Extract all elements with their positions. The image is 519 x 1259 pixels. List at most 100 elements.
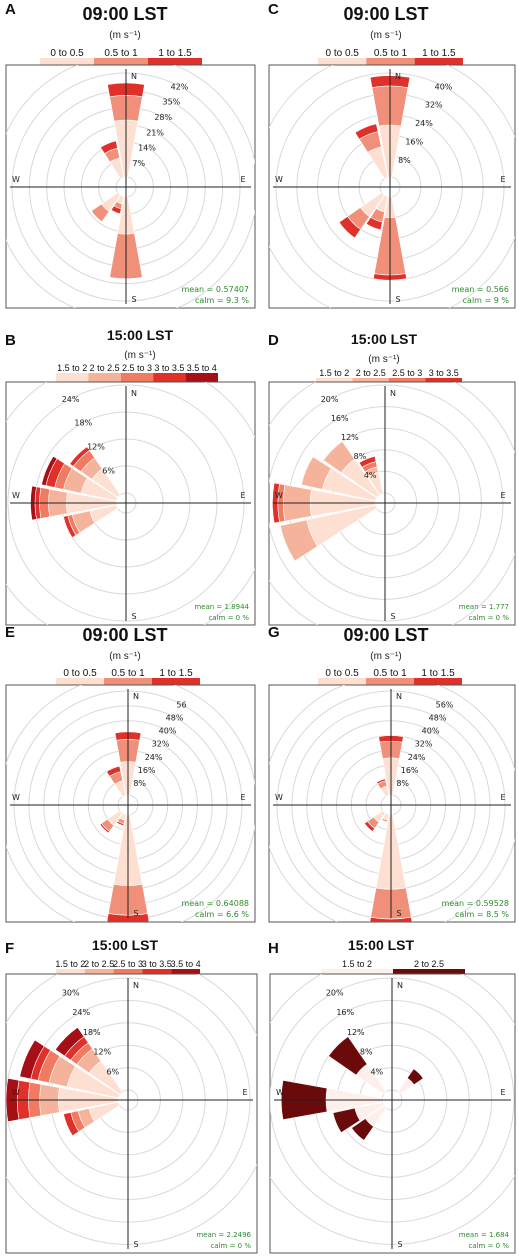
legend-swatch bbox=[56, 373, 89, 383]
legend-label: 0.5 to 1 bbox=[104, 48, 138, 59]
petal-sw-bin2 bbox=[99, 822, 111, 834]
petal-wsw-bin1 bbox=[279, 519, 318, 562]
legend-swatch bbox=[153, 373, 186, 383]
petal-wnw-bin4 bbox=[41, 455, 58, 486]
panel-title: 09:00 LST bbox=[343, 625, 428, 645]
legend-label: 1 to 1.5 bbox=[159, 668, 193, 679]
legend-label: 1.5 to 2 bbox=[342, 959, 372, 969]
panel-label: D bbox=[268, 332, 279, 349]
legend-label: 2 to 2.5 bbox=[90, 363, 120, 373]
petal-nw-bin3 bbox=[69, 446, 90, 467]
mean-stat: mean = 0.59528 bbox=[441, 899, 509, 908]
panel-label: B bbox=[5, 332, 16, 349]
ring-label: 30% bbox=[62, 988, 80, 997]
petal-s-bin2 bbox=[369, 916, 413, 922]
legend-swatch bbox=[88, 373, 121, 383]
ring-label: 28% bbox=[154, 113, 172, 122]
dir-n: N bbox=[397, 981, 403, 990]
mean-stat: mean = 0.64088 bbox=[181, 899, 249, 908]
legend-label: 2.5 to 3 bbox=[392, 368, 422, 378]
petal-wnw-bin4 bbox=[19, 1039, 45, 1080]
unit-label: (m s⁻¹) bbox=[124, 350, 155, 361]
petal-ne-bin1 bbox=[406, 1068, 424, 1086]
ring-label: 4% bbox=[370, 1067, 383, 1076]
ring-label: 32% bbox=[152, 740, 170, 749]
dir-s: S bbox=[395, 295, 400, 304]
calm-stat: calm = 0 % bbox=[208, 614, 249, 622]
panel-title: 15:00 LST bbox=[351, 331, 418, 347]
legend-label: 2.5 to 3 bbox=[113, 959, 143, 969]
panel-label: C bbox=[268, 1, 279, 18]
panel-label: G bbox=[268, 624, 280, 641]
calm-stat: calm = 0 % bbox=[468, 614, 509, 622]
ring-label: 16% bbox=[331, 414, 349, 423]
dir-e: E bbox=[500, 491, 505, 500]
ring-label: 8% bbox=[396, 779, 409, 788]
ring-label: 16% bbox=[336, 1008, 354, 1017]
legend-label: 2 to 2.5 bbox=[414, 959, 444, 969]
unit-label: (m s⁻¹) bbox=[368, 354, 399, 365]
ring-label: 24% bbox=[62, 395, 80, 404]
dir-s: S bbox=[396, 909, 401, 918]
panel-label: A bbox=[5, 1, 16, 18]
ring-label: 18% bbox=[74, 419, 92, 428]
legend-label: 2 to 2.5 bbox=[84, 959, 114, 969]
ring-label: 21% bbox=[146, 128, 164, 137]
dir-e: E bbox=[240, 175, 245, 184]
legend-swatch bbox=[185, 373, 218, 383]
panel-c: C 09:00 LST (m s⁻¹) 0 to 0.5 0.5 to 1 1 to 1.… bbox=[268, 1, 516, 309]
ring-label: 24% bbox=[408, 753, 426, 762]
ring-label: 12% bbox=[87, 442, 105, 451]
petal-ssw-bin1 bbox=[381, 817, 389, 823]
petal-nnw-bin2 bbox=[106, 765, 122, 777]
legend-swatch bbox=[120, 373, 154, 383]
dir-n: N bbox=[133, 981, 139, 990]
ring-label: 35% bbox=[162, 98, 180, 107]
dir-e: E bbox=[240, 491, 245, 500]
calm-stat: calm = 6.6 % bbox=[195, 910, 249, 919]
petal-ssw-bin2 bbox=[365, 216, 383, 231]
unit-label: (m s⁻¹) bbox=[109, 651, 140, 662]
ring-label: 16% bbox=[405, 137, 423, 146]
dir-w: W bbox=[276, 1088, 284, 1097]
petal-nw-bin1 bbox=[328, 1036, 368, 1076]
panel-title: 15:00 LST bbox=[92, 937, 159, 953]
legend-label: 3 to 3.5 bbox=[429, 368, 459, 378]
calm-stat: calm = 9 % bbox=[463, 296, 510, 305]
dir-n: N bbox=[390, 389, 396, 398]
calm-stat: calm = 9.3 % bbox=[195, 296, 249, 305]
panel-d: D 15:00 LST (m s⁻¹) 1.5 to 2 2 to 2.5 2.5 to … bbox=[268, 331, 516, 626]
petal-nnw-bin2 bbox=[100, 140, 118, 155]
petal-sw-bin2 bbox=[338, 215, 362, 239]
mean-stat: mean = 2.2496 bbox=[196, 1231, 251, 1239]
dir-w: W bbox=[12, 491, 20, 500]
legend-label: 1.5 to 2 bbox=[55, 959, 85, 969]
dir-n: N bbox=[396, 692, 402, 701]
panel-label: F bbox=[5, 940, 14, 957]
dir-w: W bbox=[275, 175, 283, 184]
panel-label: E bbox=[5, 624, 15, 641]
unit-label: (m s⁻¹) bbox=[109, 30, 140, 41]
ring-label: 8% bbox=[354, 452, 367, 461]
dir-w: W bbox=[275, 793, 283, 802]
ring-label: 40% bbox=[435, 82, 453, 91]
legend-label: 0 to 0.5 bbox=[63, 668, 97, 679]
ring-label: 6% bbox=[102, 466, 115, 475]
panel-f: F 15:00 LST 1.5 to 22 to 2.52.5 to 33 to 3… bbox=[5, 937, 258, 1254]
petal-sw-bin1 bbox=[351, 1118, 374, 1141]
legend-label: 3 to 3.5 bbox=[142, 959, 172, 969]
ring-label: 4% bbox=[364, 471, 377, 480]
petal-ssw-bin2 bbox=[116, 820, 125, 827]
legend-label: 0.5 to 1 bbox=[373, 668, 407, 679]
legend-label: 0.5 to 1 bbox=[111, 668, 145, 679]
dir-n: N bbox=[131, 389, 137, 398]
legend-label: 0 to 0.5 bbox=[50, 48, 84, 59]
